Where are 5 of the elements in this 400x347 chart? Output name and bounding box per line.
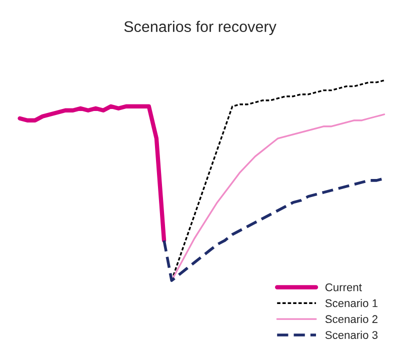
legend-label: Scenario 1 xyxy=(325,298,378,308)
legend-label: Current xyxy=(325,283,362,292)
legend-label: Scenario 2 xyxy=(325,314,378,324)
legend-label: Scenario 3 xyxy=(325,330,378,339)
chart-title: Scenarios for recovery xyxy=(124,20,276,36)
